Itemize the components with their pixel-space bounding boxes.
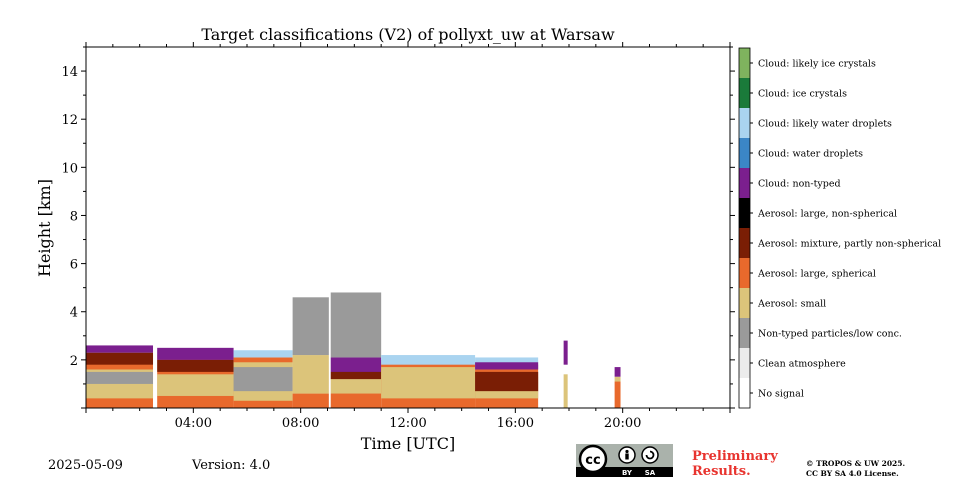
classification-cell <box>292 393 331 408</box>
date-label: 2025-05-09 <box>48 458 123 473</box>
classification-cell <box>157 359 234 372</box>
classification-cell <box>614 381 621 408</box>
colorbar-frame <box>738 47 751 409</box>
x-tick-label: 16:00 <box>497 416 534 431</box>
colorbar-label: Cloud: likely ice crystals <box>758 59 876 70</box>
colorbar-label: Cloud: water droplets <box>758 149 863 160</box>
colorbar-label: Aerosol: mixture, partly non-spherical <box>757 239 941 250</box>
y-tick-label: 14 <box>61 65 78 80</box>
colorbar-label: Clean atmosphere <box>758 359 846 370</box>
colorbar-swatch <box>739 168 750 198</box>
x-tick-label: 12:00 <box>389 416 426 431</box>
classification-cell <box>381 355 476 365</box>
colorbar-swatch <box>739 318 750 348</box>
sa-share-alike-icon <box>641 446 659 464</box>
classification-cell <box>86 345 154 353</box>
classification-cell <box>292 355 331 394</box>
y-tick-label: 10 <box>61 161 78 176</box>
preliminary-line-1: Preliminary <box>692 449 778 464</box>
classification-cell <box>157 374 234 396</box>
by-person-body <box>625 453 629 460</box>
copyright-line-2: CC BY SA 4.0 License. <box>806 469 899 478</box>
classification-cell <box>563 340 568 365</box>
colorbar-label: Non-typed particles/low conc. <box>758 329 902 340</box>
y-tick-label: 2 <box>70 354 78 369</box>
classification-cell <box>330 357 382 372</box>
cc-by-sa-license-badge: cc BY SA <box>576 444 673 477</box>
no-data-gap <box>153 47 158 408</box>
by-person-head <box>625 449 629 454</box>
sa-text: SA <box>645 469 656 477</box>
y-tick-label: 8 <box>70 209 78 224</box>
classification-cell <box>475 362 539 370</box>
cc-icon <box>578 444 608 474</box>
classification-cell <box>157 347 234 360</box>
x-axis-label: Time [UTC] <box>361 434 455 453</box>
colorbar-label: Cloud: non-typed <box>758 179 841 190</box>
colorbar-swatch <box>739 378 750 408</box>
colorbar-label: Aerosol: large, non-spherical <box>757 209 897 220</box>
preliminary-notice: Preliminary Results. <box>692 449 778 479</box>
colorbar-swatch <box>739 78 750 108</box>
colorbar-swatch <box>739 48 750 78</box>
colorbar-swatch <box>739 288 750 318</box>
preliminary-line-2: Results. <box>692 464 751 479</box>
classification-cell <box>381 367 476 399</box>
classification-cell <box>292 297 331 356</box>
no-data-gap <box>328 47 331 408</box>
y-tick-label: 12 <box>61 113 78 128</box>
y-tick-label: 4 <box>70 306 78 321</box>
x-tick-label: 08:00 <box>282 416 319 431</box>
x-tick-label: 20:00 <box>604 416 641 431</box>
axes: 04:00 08:00 12:00 16:00 20:00 2 4 6 8 10 12 14 <box>61 42 735 431</box>
classification-cell <box>233 367 293 392</box>
badge-strip <box>576 467 673 477</box>
classification-cell <box>563 374 568 408</box>
version-label: Version: 4.0 <box>192 458 271 473</box>
cc-icon-text: cc <box>585 453 600 468</box>
colorbar-swatch <box>739 138 750 168</box>
x-tick-label: 04:00 <box>175 416 212 431</box>
colorbar-swatch <box>739 108 750 138</box>
copyright-line-1: © TROPOS & UW 2025. <box>806 459 906 468</box>
classification-cell <box>233 350 293 358</box>
classification-cell <box>86 371 154 384</box>
copyright-notice: © TROPOS & UW 2025. CC BY SA 4.0 License… <box>806 459 905 479</box>
classification-cell <box>330 292 382 358</box>
colorbar: Cloud: likely ice crystals Cloud: ice cry… <box>738 47 941 409</box>
colorbar-swatch <box>739 258 750 288</box>
by-text: BY <box>622 469 633 477</box>
y-axis-label: Height [km] <box>35 179 54 277</box>
colorbar-swatch <box>739 348 750 378</box>
colorbar-label: Aerosol: large, spherical <box>757 269 876 280</box>
colorbar-label: No signal <box>758 389 804 400</box>
colorbar-swatch <box>739 198 750 228</box>
colorbar-label: Cloud: likely water droplets <box>758 119 892 130</box>
colorbar-label: Cloud: ice crystals <box>758 89 847 100</box>
classification-cell <box>475 371 539 392</box>
classification-cell <box>614 367 621 377</box>
chart-title: Target classifications (V2) of pollyxt_u… <box>201 25 615 44</box>
y-tick-label: 6 <box>70 258 78 273</box>
plot-area <box>86 47 730 408</box>
colorbar-swatch <box>739 228 750 258</box>
colorbar-label: Aerosol: small <box>757 299 826 310</box>
classification-cell <box>86 352 154 365</box>
classification-cell <box>614 376 621 382</box>
sa-arrow <box>645 450 655 460</box>
